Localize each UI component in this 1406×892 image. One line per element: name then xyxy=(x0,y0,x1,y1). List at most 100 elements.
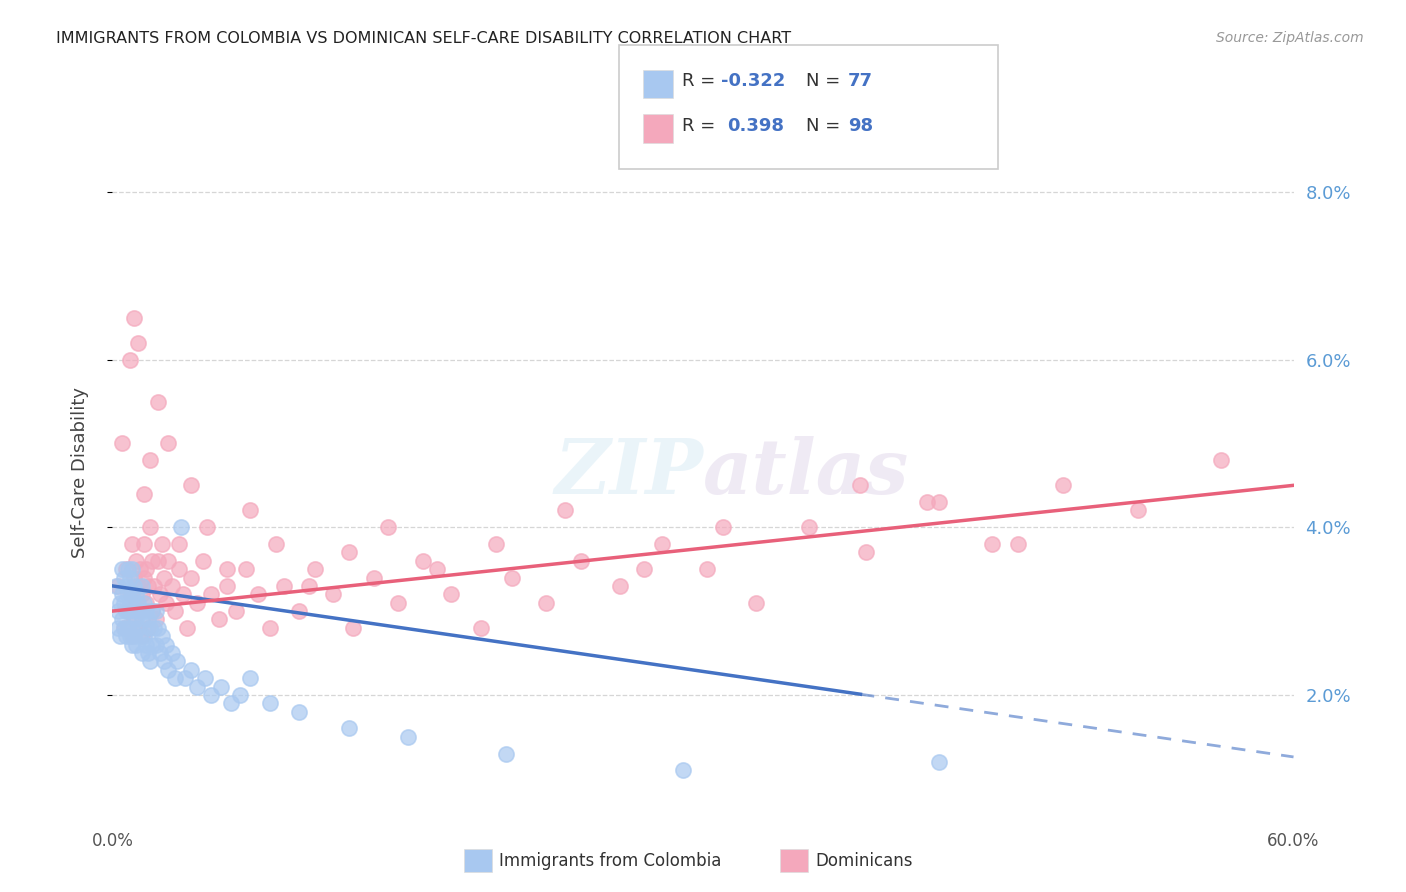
Point xyxy=(136,621,159,635)
Point xyxy=(107,604,129,618)
Point xyxy=(117,604,139,618)
Point xyxy=(219,696,242,710)
Point xyxy=(135,638,157,652)
Point xyxy=(799,520,821,534)
Point xyxy=(139,453,162,467)
Point xyxy=(239,671,262,685)
Point xyxy=(122,310,145,325)
Point xyxy=(176,621,198,635)
Point xyxy=(127,621,149,635)
Point xyxy=(377,520,399,534)
Y-axis label: Self-Care Disability: Self-Care Disability xyxy=(70,387,89,558)
Point xyxy=(981,537,1004,551)
Point xyxy=(107,579,129,593)
Point xyxy=(129,562,152,576)
Point xyxy=(120,352,142,367)
Point xyxy=(259,621,281,635)
Point xyxy=(928,755,950,769)
Point xyxy=(120,596,142,610)
Point xyxy=(111,587,134,601)
Point xyxy=(127,335,149,350)
Text: Immigrants from Colombia: Immigrants from Colombia xyxy=(499,852,721,870)
Point xyxy=(1007,537,1029,551)
Point xyxy=(132,537,155,551)
Point xyxy=(110,596,132,610)
Point xyxy=(235,562,257,576)
Point xyxy=(169,562,191,576)
Point xyxy=(215,579,238,593)
Point xyxy=(121,587,143,601)
Point xyxy=(849,478,872,492)
Point xyxy=(139,520,162,534)
Point xyxy=(194,671,217,685)
Point xyxy=(127,621,149,635)
Point xyxy=(121,537,143,551)
Point xyxy=(696,562,718,576)
Point xyxy=(501,570,523,584)
Point xyxy=(156,436,179,450)
Text: Source: ZipAtlas.com: Source: ZipAtlas.com xyxy=(1216,31,1364,45)
Point xyxy=(131,612,153,626)
Point xyxy=(342,621,364,635)
Point xyxy=(122,579,145,593)
Point xyxy=(146,394,169,409)
Point xyxy=(141,604,163,618)
Point xyxy=(186,680,208,694)
Point xyxy=(172,587,194,601)
Point xyxy=(273,579,295,593)
Point xyxy=(917,495,939,509)
Point xyxy=(186,596,208,610)
Point xyxy=(152,654,174,668)
Point xyxy=(215,562,238,576)
Point xyxy=(122,604,145,618)
Point xyxy=(125,596,148,610)
Point xyxy=(115,629,138,643)
Point xyxy=(209,680,232,694)
Point xyxy=(121,621,143,635)
Point xyxy=(426,562,449,576)
Point xyxy=(105,579,128,593)
Point xyxy=(139,654,162,668)
Point xyxy=(120,587,142,601)
Point xyxy=(485,537,508,551)
Point xyxy=(135,596,157,610)
Point xyxy=(149,587,172,601)
Point xyxy=(120,629,142,643)
Point xyxy=(121,562,143,576)
Text: -0.322: -0.322 xyxy=(721,72,786,90)
Point xyxy=(110,629,132,643)
Point xyxy=(155,596,177,610)
Point xyxy=(200,587,222,601)
Text: 0.398: 0.398 xyxy=(727,117,785,135)
Point xyxy=(855,545,877,559)
Point xyxy=(131,587,153,601)
Point xyxy=(1126,503,1149,517)
Point xyxy=(155,638,177,652)
Point xyxy=(180,570,202,584)
Point xyxy=(569,554,592,568)
Point xyxy=(141,638,163,652)
Point xyxy=(160,579,183,593)
Point xyxy=(132,570,155,584)
Point xyxy=(337,545,360,559)
Point xyxy=(129,629,152,643)
Point xyxy=(191,554,214,568)
Point xyxy=(136,612,159,626)
Point xyxy=(169,537,191,551)
Point xyxy=(259,696,281,710)
Point xyxy=(129,604,152,618)
Point xyxy=(117,621,139,635)
Point xyxy=(131,579,153,593)
Point xyxy=(711,520,734,534)
Point xyxy=(363,570,385,584)
Point xyxy=(651,537,673,551)
Point xyxy=(136,579,159,593)
Point xyxy=(122,570,145,584)
Point xyxy=(387,596,409,610)
Point xyxy=(132,596,155,610)
Point xyxy=(288,604,311,618)
Point xyxy=(115,604,138,618)
Text: 98: 98 xyxy=(848,117,873,135)
Point xyxy=(165,671,187,685)
Point xyxy=(142,579,165,593)
